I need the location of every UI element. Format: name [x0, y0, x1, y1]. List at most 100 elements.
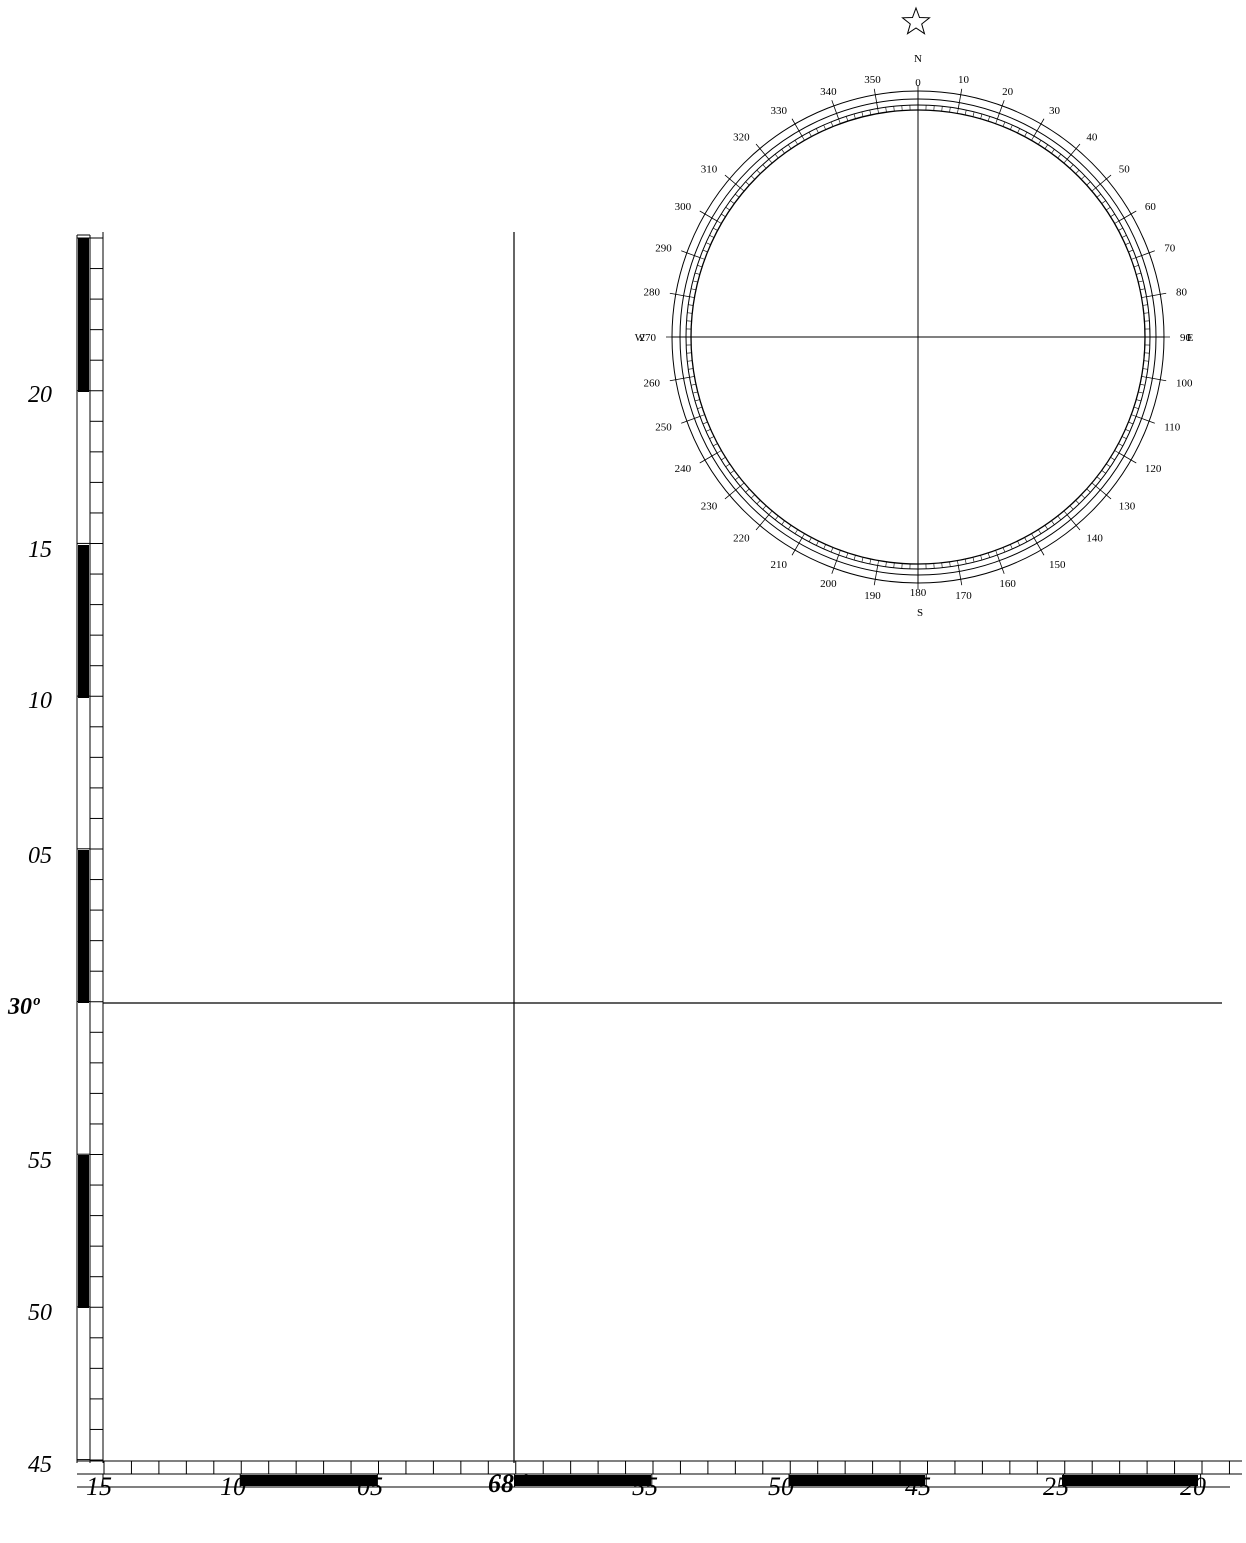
compass-minor-tick	[788, 525, 792, 530]
compass-minor-tick	[801, 135, 805, 141]
compass-minor-tick	[1002, 547, 1006, 553]
compass-minor-tick	[689, 376, 695, 378]
compass-minor-tick	[1096, 193, 1102, 198]
compass-minor-tick	[1139, 288, 1145, 291]
compass-minor-tick	[1118, 227, 1123, 231]
compass-minor-tick	[1138, 280, 1144, 283]
compass-minor-tick	[1141, 296, 1147, 298]
compass-minor-tick	[1063, 510, 1068, 515]
compass-degree-label: 0	[915, 77, 921, 89]
compass-minor-tick	[699, 257, 705, 260]
compass-minor-tick	[1091, 187, 1096, 192]
compass-major-tick	[1095, 485, 1112, 500]
compass-minor-tick	[740, 482, 745, 487]
compass-minor-tick	[713, 227, 718, 231]
star-outline-icon	[901, 6, 931, 35]
compass-degree-label: 70	[1164, 242, 1176, 254]
longitude-label-10: 10	[220, 1472, 246, 1501]
compass-minor-tick	[877, 108, 879, 114]
compass-minor-tick	[730, 470, 735, 474]
compass-degree-label: 100	[1176, 378, 1193, 390]
compass-major-tick	[996, 554, 1005, 574]
compass-major-tick	[1095, 174, 1112, 189]
compass-major-tick	[1033, 118, 1045, 137]
compass-minor-tick	[1091, 482, 1096, 487]
compass-major-tick	[669, 292, 690, 298]
longitude-label-25: 25	[1043, 1472, 1069, 1501]
compass-minor-tick	[1128, 421, 1134, 425]
longitude-label-15: 15	[86, 1472, 112, 1501]
compass-minor-tick	[1024, 537, 1028, 542]
compass-minor-tick	[721, 457, 726, 461]
compass-minor-tick	[1096, 476, 1102, 481]
compass-minor-tick	[1031, 135, 1035, 141]
compass-minor-tick	[750, 175, 755, 180]
compass-minor-tick	[853, 113, 856, 119]
compass-degree-label: 200	[820, 578, 837, 590]
compass-minor-tick	[781, 520, 785, 525]
lon-scale-black-segment	[789, 1475, 925, 1486]
compass-minor-tick	[1128, 249, 1134, 253]
compass-minor-tick	[1125, 429, 1131, 432]
compass-minor-tick	[972, 111, 975, 117]
compass-minor-tick	[745, 181, 750, 186]
compass-minor-tick	[768, 510, 773, 515]
compass-major-tick	[957, 565, 963, 586]
compass-minor-tick	[1138, 391, 1144, 394]
compass-minor-tick	[697, 265, 703, 268]
compass-degree-label: 60	[1145, 201, 1157, 213]
compass-major-tick	[873, 565, 879, 586]
compass-major-tick	[681, 250, 701, 259]
compass-degree-label: 280	[644, 287, 661, 299]
compass-degree-label: 290	[655, 242, 672, 254]
compass-minor-tick	[949, 561, 951, 567]
compass-minor-tick	[980, 113, 983, 119]
compass-major-tick	[873, 88, 879, 109]
compass-north-label: N	[914, 53, 922, 65]
latitude-label-15: 15	[28, 537, 52, 563]
compass-minor-tick	[740, 187, 745, 192]
compass-degree-ticks	[666, 85, 1170, 589]
compass-minor-tick	[808, 132, 812, 137]
compass-minor-tick	[768, 159, 773, 164]
compass-minor-tick	[995, 118, 998, 124]
compass-minor-tick	[745, 488, 750, 493]
compass-minor-tick	[980, 555, 983, 561]
longitude-label-50: 50	[768, 1472, 794, 1501]
compass-minor-tick	[716, 220, 722, 224]
compass-major-tick	[724, 174, 741, 189]
compass-minor-tick	[691, 383, 697, 386]
compass-major-tick	[1135, 250, 1155, 259]
compass-minor-tick	[1121, 235, 1127, 238]
compass-minor-tick	[691, 288, 697, 291]
compass-minor-tick	[957, 560, 959, 566]
compass-minor-tick	[830, 121, 834, 127]
compass-minor-tick	[762, 505, 767, 510]
compass-minor-tick	[705, 429, 711, 432]
compass-minor-tick	[689, 296, 695, 298]
compass-minor-tick	[987, 552, 990, 558]
compass-minor-tick	[838, 118, 841, 124]
compass-minor-tick	[762, 164, 767, 169]
compass-minor-tick	[1114, 220, 1120, 224]
lat-scale-black-segment	[78, 1155, 89, 1308]
compass-minor-tick	[1110, 457, 1115, 461]
compass-minor-tick	[721, 213, 726, 217]
reference-latitude-label: 30º	[7, 994, 40, 1020]
compass-minor-tick	[1133, 406, 1139, 409]
compass-degree-label: 250	[655, 422, 672, 434]
compass-degree-label: 80	[1176, 287, 1188, 299]
compass-minor-tick	[838, 550, 841, 556]
compass-degree-label: 160	[999, 578, 1016, 590]
compass-minor-tick	[781, 149, 785, 154]
compass-major-tick	[755, 514, 770, 531]
compass-degree-label: 190	[864, 590, 881, 602]
compass-minor-tick	[794, 529, 798, 534]
compass-minor-tick	[694, 399, 700, 402]
compass-minor-tick	[1024, 132, 1028, 137]
compass-minor-tick	[1141, 376, 1147, 378]
compass-minor-tick	[1131, 257, 1137, 260]
latitude-scale-bar	[76, 232, 104, 1463]
latitude-label-55: 55	[28, 1148, 52, 1174]
compass-minor-tick	[692, 280, 698, 283]
